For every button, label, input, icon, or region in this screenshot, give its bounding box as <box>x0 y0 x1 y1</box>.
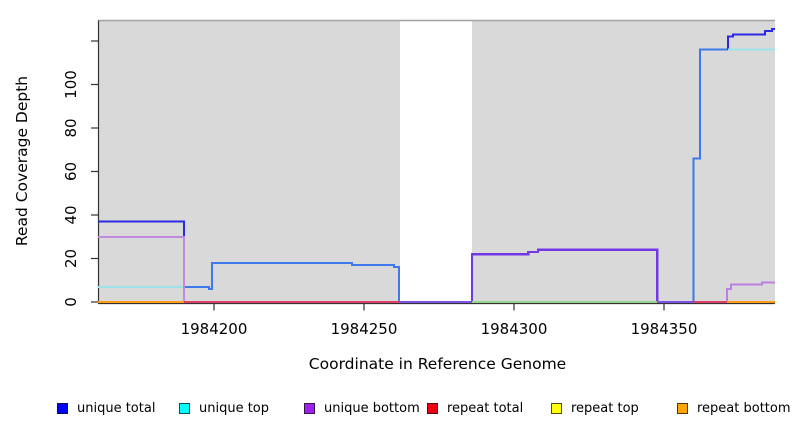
series-line-unique-bottom <box>726 281 775 302</box>
legend-item-repeat-bottom: repeat bottom <box>677 398 791 418</box>
legend-swatch-icon <box>179 402 190 414</box>
y-tick-label: 20 <box>62 249 80 268</box>
series-line-unique-bottom <box>98 235 185 302</box>
x-axis-title: Coordinate in Reference Genome <box>308 355 567 373</box>
legend-item-repeat-total: repeat total <box>427 398 523 418</box>
legend-label: repeat bottom <box>697 400 791 416</box>
legend-swatch-icon <box>551 402 562 414</box>
legend: unique total unique top unique bottom repea… <box>0 398 792 422</box>
legend-item-repeat-top: repeat top <box>551 398 639 418</box>
series-line-unique-total <box>184 261 401 302</box>
legend-label: unique top <box>199 400 270 416</box>
legend-item-unique-total: unique total <box>57 398 155 418</box>
legend-swatch-icon <box>427 402 438 414</box>
series-line-unique-total <box>692 48 728 302</box>
legend-swatch-icon <box>677 402 688 414</box>
plot-background-left <box>98 21 400 303</box>
legend-label: repeat top <box>571 400 639 416</box>
legend-label: repeat total <box>447 400 524 416</box>
plot-background-right <box>472 21 775 303</box>
y-tick-label: 0 <box>62 297 80 307</box>
x-tick-label: 1984300 <box>481 320 548 338</box>
x-tick-label: 1984350 <box>631 320 698 338</box>
y-tick-label: 100 <box>62 70 80 99</box>
x-tick-label: 1984250 <box>331 320 398 338</box>
y-tick-label: 60 <box>62 162 80 181</box>
y-axis-title: Read Coverage Depth <box>13 75 31 247</box>
y-tick-label: 40 <box>62 205 80 224</box>
x-tick-label: 1984200 <box>181 320 248 338</box>
legend-item-unique-bottom: unique bottom <box>304 398 420 418</box>
legend-label: unique bottom <box>324 400 420 416</box>
series-line-unique-total <box>470 248 659 302</box>
coverage-plot: 0 20 40 60 80 100 1984200 1984250 1984300 1984350 <box>62 19 775 338</box>
legend-swatch-icon <box>57 402 68 414</box>
legend-item-unique-top: unique top <box>179 398 269 418</box>
legend-label: unique total <box>77 400 156 416</box>
series-line-unique-total <box>726 28 775 50</box>
legend-swatch-icon <box>304 402 315 414</box>
y-tick-label: 80 <box>62 118 80 137</box>
x-axis-title-wrap: Coordinate in Reference Genome <box>0 355 792 373</box>
